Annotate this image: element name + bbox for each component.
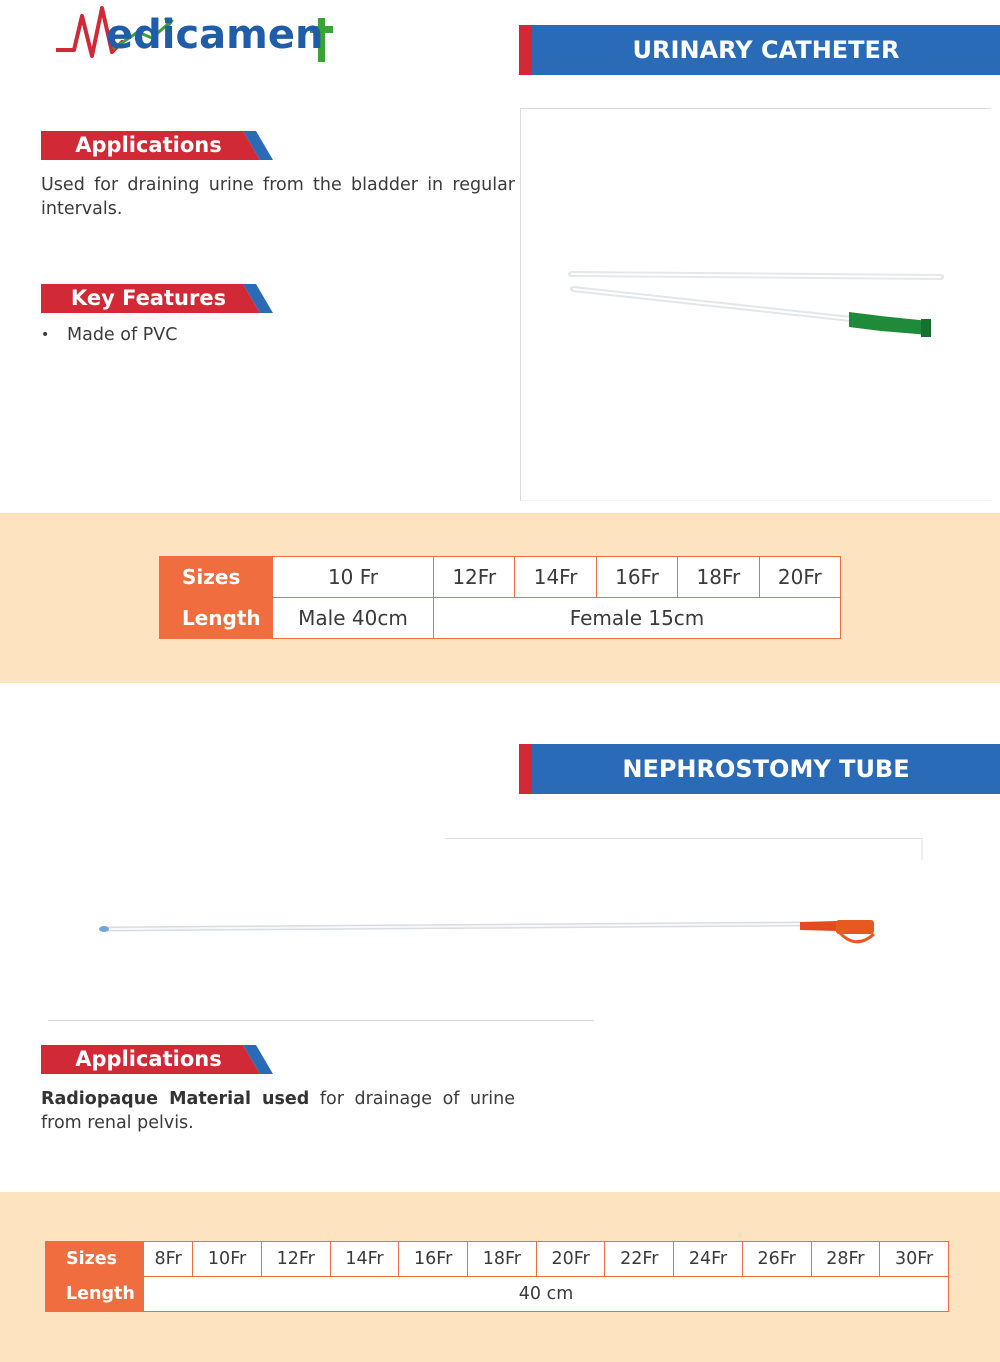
size-cell: 30Fr <box>879 1241 949 1277</box>
nephrostomy-applications-tag: Applications <box>41 1045 273 1074</box>
size-cell: 20Fr <box>535 1241 606 1277</box>
size-cell: 24Fr <box>673 1241 743 1277</box>
nephrostomy-applications-label: Applications <box>75 1047 222 1071</box>
nephrostomy-image-frame <box>48 838 924 1022</box>
size-cell: 18Fr <box>677 556 760 598</box>
size-cell: 28Fr <box>810 1241 881 1277</box>
catheter-image <box>521 109 993 502</box>
nephrostomy-spec-table: Sizes 8Fr 10Fr 12Fr 14Fr 16Fr 18Fr 20Fr … <box>45 1241 949 1312</box>
length-header: Length <box>159 597 273 639</box>
size-cell: 20Fr <box>758 556 842 598</box>
catheter-features-label: Key Features <box>70 286 227 310</box>
size-cell: 14Fr <box>329 1241 400 1277</box>
size-cell: 10Fr <box>192 1241 262 1277</box>
applications-bold-text: Radiopaque Material used <box>41 1089 310 1109</box>
nephrostomy-applications-text: Radiopaque Material used for drainage of… <box>41 1087 515 1135</box>
catheter-title-bar: URINARY CATHETER <box>519 25 1000 75</box>
catheter-spec-table: Sizes 10 Fr 12Fr 14Fr 16Fr 18Fr 20Fr Len… <box>159 556 842 639</box>
logo-wordmark: edicamen <box>106 12 324 58</box>
catheter-image-frame <box>520 108 993 502</box>
nephrostomy-title-bar: NEPHROSTOMY TUBE <box>519 744 1000 794</box>
size-cell: 22Fr <box>604 1241 675 1277</box>
nephrostomy-image <box>48 838 923 1021</box>
length-cell: Male 40cm <box>272 597 434 639</box>
length-header: Length <box>45 1276 144 1312</box>
size-cell: 8Fr <box>142 1241 194 1277</box>
size-cell: 14Fr <box>514 556 597 598</box>
title-accent <box>519 744 532 794</box>
size-cell: 12Fr <box>260 1241 331 1277</box>
size-cell: 16Fr <box>595 556 679 598</box>
applications-rest-text: for drainage of urine from renal pelvis. <box>41 1089 515 1133</box>
table-row: Length Male 40cm Female 15cm <box>159 597 841 639</box>
title-accent <box>519 25 532 75</box>
bullet-icon: • <box>41 327 50 343</box>
table-row: Sizes 8Fr 10Fr 12Fr 14Fr 16Fr 18Fr 20Fr … <box>45 1241 949 1277</box>
length-cell: Female 15cm <box>433 597 841 639</box>
catheter-applications-label: Applications <box>75 133 222 157</box>
catheter-features-tag: Key Features <box>41 284 273 313</box>
nephrostomy-title: NEPHROSTOMY TUBE <box>622 755 910 783</box>
size-cell: 26Fr <box>741 1241 812 1277</box>
logo-graphic <box>56 6 333 62</box>
size-cell: 10 Fr <box>272 556 434 598</box>
table-row: Length 40 cm <box>45 1276 949 1312</box>
size-cell: 12Fr <box>432 556 516 598</box>
sizes-header: Sizes <box>45 1241 144 1277</box>
size-cell: 18Fr <box>467 1241 537 1277</box>
table-row: Sizes 10 Fr 12Fr 14Fr 16Fr 18Fr 20Fr <box>159 556 842 598</box>
length-cell: 40 cm <box>143 1276 949 1312</box>
catheter-applications-tag: Applications <box>41 131 273 160</box>
catheter-features-list: • Made of PVC <box>41 325 177 345</box>
catheter-applications-text: Used for draining urine from the bladder… <box>41 175 515 219</box>
sizes-header: Sizes <box>159 556 273 598</box>
feature-text: Made of PVC <box>67 325 178 345</box>
brand-logo: edicamen <box>56 2 346 70</box>
list-item: • Made of PVC <box>41 325 177 345</box>
size-cell: 16Fr <box>398 1241 469 1277</box>
catheter-title: URINARY CATHETER <box>632 36 900 64</box>
